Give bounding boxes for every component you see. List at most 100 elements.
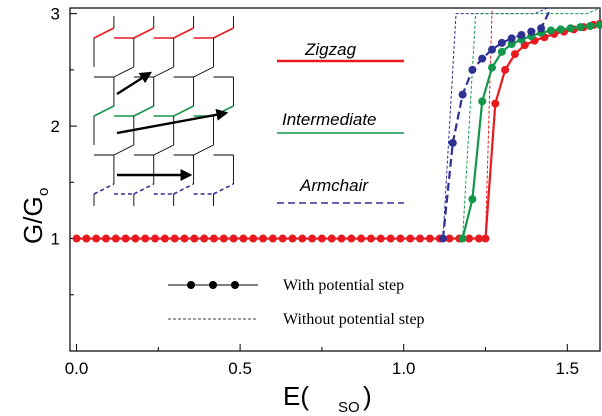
point-intermediate (556, 25, 565, 34)
lattice-bond (133, 105, 155, 117)
intermediate-direction-arrow (116, 108, 229, 135)
point-armchair (537, 24, 546, 33)
point-zigzag (190, 234, 199, 243)
lattice-bond (193, 144, 214, 156)
lattice-bond (133, 183, 155, 195)
legend-with-step-marker (187, 281, 195, 289)
point-intermediate (458, 234, 467, 243)
lattice-bond (173, 105, 194, 117)
legend-without-step-label: Without potential step (283, 311, 425, 328)
point-zigzag (219, 234, 228, 243)
lattice-bond (173, 183, 194, 195)
y-tick-label: 3 (51, 5, 60, 24)
point-zigzag (209, 234, 218, 243)
point-zigzag (121, 234, 130, 243)
point-armchair (527, 27, 536, 36)
lattice-bond (153, 66, 174, 78)
lattice-bond (93, 105, 115, 117)
point-armchair (507, 34, 516, 43)
honeycomb-lattice-inset (93, 16, 234, 206)
point-zigzag (72, 234, 81, 243)
point-zigzag (239, 234, 248, 243)
y-axis-ticks: 1 2 3 (51, 5, 77, 296)
point-zigzag (481, 234, 490, 243)
point-zigzag (366, 234, 375, 243)
point-zigzag (170, 234, 179, 243)
point-zigzag (229, 234, 238, 243)
point-zigzag (416, 234, 425, 243)
point-zigzag (278, 234, 287, 243)
no-step-curve-armchair (442, 7, 548, 239)
legend-with-step-marker (209, 281, 217, 289)
point-zigzag (298, 234, 307, 243)
plot-frame (69, 7, 601, 352)
lattice-bond (193, 66, 214, 78)
point-zigzag (151, 234, 160, 243)
x-tick-label: 1.0 (392, 359, 416, 378)
point-armchair (488, 45, 497, 54)
point-zigzag (101, 234, 110, 243)
zigzag-direction-arrow (116, 71, 153, 96)
point-zigzag (317, 234, 326, 243)
point-zigzag (491, 99, 500, 108)
x-axis-label-close: ) (363, 381, 372, 411)
point-zigzag (445, 234, 454, 243)
point-zigzag (131, 234, 140, 243)
step-legend: With potential step Without potential st… (168, 277, 425, 328)
point-zigzag (357, 234, 366, 243)
y-axis-label: G/G o (18, 188, 52, 244)
point-intermediate (488, 63, 497, 72)
x-axis-label-text: E( (283, 381, 309, 411)
point-zigzag (337, 234, 346, 243)
point-armchair (458, 90, 467, 99)
point-zigzag (347, 234, 356, 243)
point-intermediate (586, 21, 595, 30)
lattice-bond (113, 66, 135, 78)
y-tick-label: 2 (51, 117, 60, 136)
x-axis-label-subscript: SO (338, 399, 360, 416)
point-zigzag (141, 234, 150, 243)
lattice-bond (93, 183, 115, 195)
y-axis-label-subscript: o (35, 188, 52, 196)
point-armchair (438, 234, 447, 243)
legend-armchair-label: Armchair (299, 176, 369, 195)
point-zigzag (386, 234, 395, 243)
y-tick-label: 1 (51, 230, 60, 249)
point-intermediate (497, 47, 506, 56)
point-zigzag (111, 234, 120, 243)
point-zigzag (249, 234, 258, 243)
point-zigzag (180, 234, 189, 243)
point-armchair (468, 65, 477, 74)
point-zigzag (308, 234, 317, 243)
point-zigzag (396, 234, 405, 243)
legend-with-step-label: With potential step (283, 277, 404, 294)
lattice-bond (133, 27, 155, 39)
with-step-series (72, 7, 602, 243)
lattice-bond (213, 27, 234, 39)
point-intermediate (468, 195, 477, 204)
point-zigzag (406, 234, 415, 243)
point-zigzag (259, 234, 268, 243)
point-intermediate (576, 23, 585, 32)
legend-with-step-marker (231, 281, 239, 289)
point-zigzag (160, 234, 169, 243)
x-tick-label: 1.5 (555, 359, 579, 378)
point-zigzag (288, 234, 297, 243)
point-intermediate (596, 20, 602, 29)
point-intermediate (566, 24, 575, 33)
lattice-bond (113, 144, 135, 156)
point-zigzag (82, 234, 91, 243)
point-armchair (517, 30, 526, 39)
lattice-bond (173, 27, 194, 39)
lattice-bond (153, 144, 174, 156)
lattice-arrows (116, 71, 229, 181)
legend-zigzag-label: Zigzag (304, 40, 357, 59)
point-zigzag (425, 234, 434, 243)
point-zigzag (92, 234, 101, 243)
lattice-bond (213, 183, 234, 195)
orientation-legend: Zigzag Intermediate Armchair (277, 40, 404, 204)
point-armchair (448, 138, 457, 147)
x-axis-ticks: 0.0 0.5 1.0 1.5 (65, 344, 579, 378)
x-axis-label: E( SO ) (283, 381, 372, 416)
